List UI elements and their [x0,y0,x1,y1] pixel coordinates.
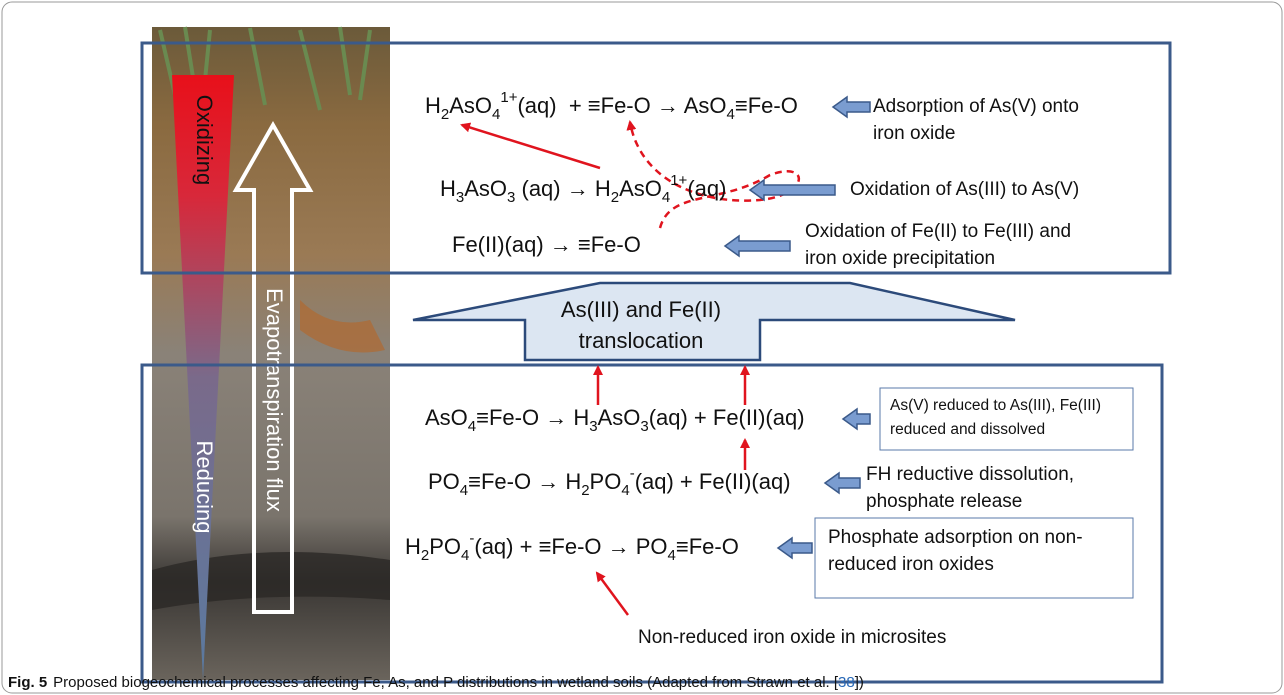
equation-part: PO [429,534,461,559]
subscript: 3 [507,189,515,206]
equation-part: AsO [425,405,468,430]
oxidizing-label: Oxidizing [192,95,217,185]
subscript: 3 [589,418,597,435]
superscript: 1+ [500,89,517,106]
equation-part: ≡Fe-O → H [468,469,581,494]
process-note: Adsorption of As(V) onto [873,96,1079,117]
equation-part: H [405,534,421,559]
subscript: 4 [461,547,469,564]
note-box [879,387,1134,451]
equation: H2PO4-(aq) + ≡Fe-O → PO4≡Fe-O [405,530,739,564]
translocation-arrow [412,281,1016,362]
subscript: 2 [441,106,449,123]
reducing-label: Reducing [192,441,217,534]
note-box [814,517,1134,599]
equation-part: AsO [449,93,492,118]
subscript: 2 [421,547,429,564]
equation: H2AsO41+(aq) + ≡Fe-O → AsO4≡Fe-O [425,89,798,123]
fe-path-arrow [626,120,800,229]
redox-gradient [172,75,234,680]
subscript: 3 [640,418,648,435]
subscript: 4 [492,106,500,123]
equation-part: AsO [598,405,641,430]
process-arrow [723,234,791,258]
subscript: 2 [611,189,619,206]
equation-part: Fe(II)(aq) → ≡Fe-O [452,232,641,257]
iron-mottle [300,300,385,353]
caption-text: ]) [855,674,864,691]
equation-part: (aq) + ≡Fe-O → PO [474,534,667,559]
upper-zone [140,41,1172,275]
subscript: 4 [668,547,676,564]
oxidation-arrow [460,122,601,170]
subscript: 4 [468,418,476,435]
equation-part: (aq) [687,176,726,201]
equation-part: AsO [619,176,662,201]
equation: H3AsO3 (aq) → H2AsO41+(aq) [440,172,726,206]
equation-part: ≡Fe-O → H [476,405,589,430]
subscript: 4 [621,482,629,499]
equation: Fe(II)(aq) → ≡Fe-O [452,232,641,257]
translocation-label: As(III) and Fe(II) [561,297,721,322]
superscript: - [630,465,635,482]
superscript: - [469,530,474,547]
equation-part: PO [428,469,460,494]
caption-text: Proposed biogeochemical processes affect… [53,674,839,691]
equation-part: ≡Fe-O [735,93,798,118]
equation-part: (aq) + Fe(II)(aq) [649,405,805,430]
equation-part: ≡Fe-O [676,534,739,559]
subscript: 4 [662,189,670,206]
equation-part: AsO [464,176,507,201]
caption-ref[interactable]: 38 [838,674,855,691]
translocation-label: translocation [579,328,704,353]
equation: AsO4≡Fe-O → H3AsO3(aq) + Fe(II)(aq) [425,405,805,436]
dark-layer [152,552,390,610]
flux-arrow [232,120,314,614]
equation-part: (aq) → H [515,176,610,201]
process-note: reduced iron oxides [828,554,994,575]
microsite-arrow [595,571,630,616]
process-arrow [776,536,813,560]
process-arrow [823,471,861,495]
flux-label: Evapotranspiration flux [262,288,287,512]
subscript: 4 [727,106,735,123]
equation: PO4≡Fe-O → H2PO4-(aq) + Fe(II)(aq) [428,465,791,499]
process-arrow [841,407,871,431]
superscript: 1+ [670,172,687,189]
process-arrow [748,178,836,202]
equation-part: H [425,93,441,118]
red-arrows [460,120,800,616]
process-note: Oxidation of As(III) to As(V) [850,179,1079,200]
process-note: As(V) reduced to As(III), Fe(III) [890,397,1101,414]
subscript: 4 [460,482,468,499]
process-note: Oxidation of Fe(II) to Fe(III) and [805,221,1071,242]
process-note: Phosphate adsorption on non- [828,527,1083,548]
process-note: iron oxide precipitation [805,248,995,269]
subscript: 3 [456,189,464,206]
caption-label: Fig. 5 [8,674,47,691]
equation-part: H [440,176,456,201]
process-note: phosphate release [866,491,1022,512]
process-note: iron oxide [873,123,955,144]
process-note: FH reductive dissolution, [866,464,1074,485]
process-note: reduced and dissolved [890,421,1045,438]
grass [158,26,372,111]
equation-part: PO [590,469,622,494]
equation-part: (aq) + Fe(II)(aq) [635,469,791,494]
subscript: 2 [581,482,589,499]
annotation: Non-reduced iron oxide in microsites [638,627,946,648]
caption: Fig. 5 Proposed biogeochemical processes … [8,674,864,691]
process-arrow [831,95,871,119]
equation-part: (aq) + ≡Fe-O → AsO [517,93,726,118]
lower-zone [140,363,1164,684]
